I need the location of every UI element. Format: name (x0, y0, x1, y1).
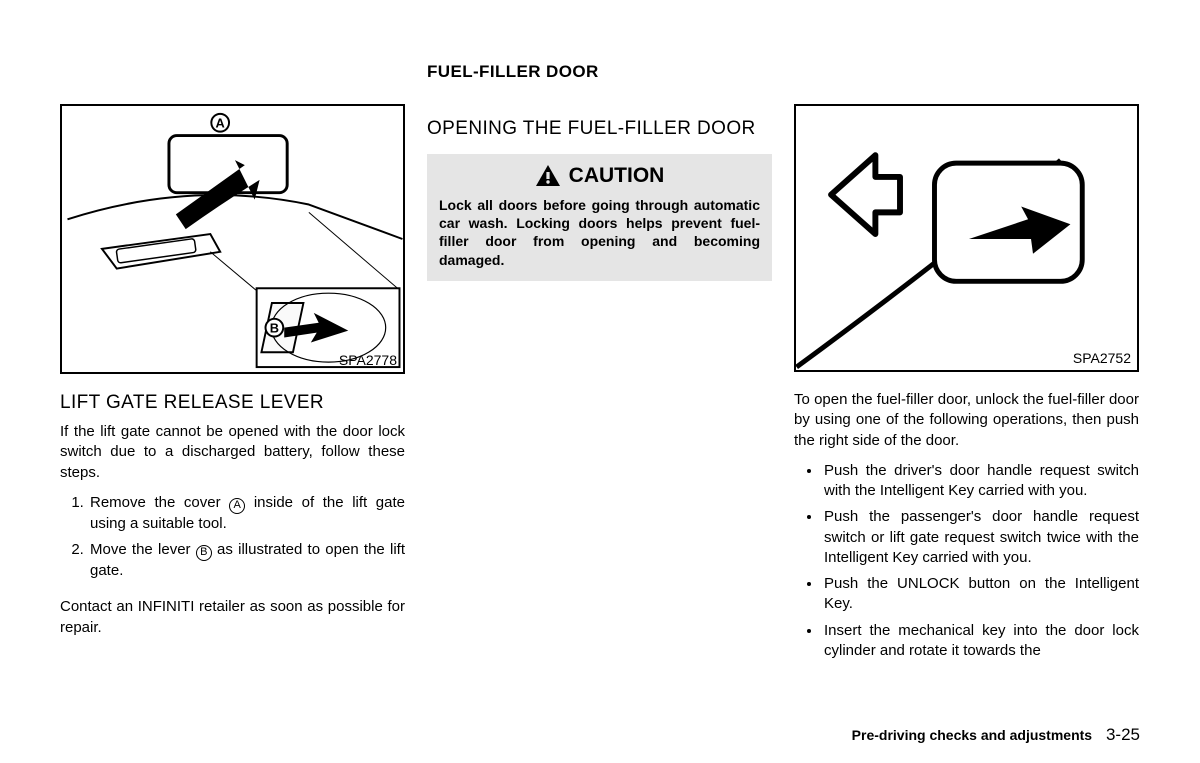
bullet-item: Push the passenger's door handle request… (822, 507, 1139, 568)
liftgate-illustration: A B (62, 106, 403, 372)
liftgate-intro: If the lift gate cannot be opened with t… (60, 422, 405, 483)
liftgate-closing: Contact an INFINITI retailer as soon as … (60, 597, 405, 638)
warning-triangle-icon (535, 164, 561, 188)
column-left: A B SPA2778 (60, 62, 405, 667)
liftgate-steps: Remove the cover A inside of the lift ga… (60, 493, 405, 588)
column-middle: FUEL-FILLER DOOR OPENING THE FUEL-FILLER… (427, 62, 772, 667)
step-2: Move the lever B as illustrated to open … (88, 540, 405, 581)
svg-text:B: B (270, 321, 279, 336)
svg-text:A: A (216, 116, 225, 131)
step-1: Remove the cover A inside of the lift ga… (88, 493, 405, 534)
heading-liftgate: LIFT GATE RELEASE LEVER (60, 392, 405, 414)
caution-text: Lock all doors before going through auto… (439, 196, 760, 269)
figure-liftgate: A B SPA2778 (60, 104, 405, 374)
bullet-item: Push the driver's door handle request sw… (822, 461, 1139, 502)
figure-fuelfiller: SPA2752 (794, 104, 1139, 372)
chapter-name: Pre-driving checks and adjustments (852, 727, 1092, 743)
fuelfiller-intro: To open the fuel-filler door, unlock the… (794, 390, 1139, 451)
fuelfiller-illustration (796, 106, 1137, 370)
fuelfiller-bullets: Push the driver's door handle request sw… (794, 461, 1139, 667)
ref-b-icon: B (196, 545, 212, 561)
page-number: 3-25 (1106, 725, 1140, 744)
figure-id: SPA2778 (339, 352, 397, 368)
caution-label: CAUTION (569, 164, 665, 188)
caution-box: CAUTION Lock all doors before going thro… (427, 154, 772, 281)
heading-fuelfiller: OPENING THE FUEL-FILLER DOOR (427, 118, 772, 140)
bullet-item: Insert the mechanical key into the door … (822, 621, 1139, 662)
page-title: FUEL-FILLER DOOR (427, 62, 772, 82)
column-right: SPA2752 To open the fuel-filler door, un… (794, 62, 1139, 667)
figure-id: SPA2752 (1073, 350, 1131, 366)
page-footer: Pre-driving checks and adjustments 3-25 (852, 725, 1140, 745)
bullet-item: Push the UNLOCK button on the Intelligen… (822, 574, 1139, 615)
ref-a-icon: A (229, 498, 245, 514)
